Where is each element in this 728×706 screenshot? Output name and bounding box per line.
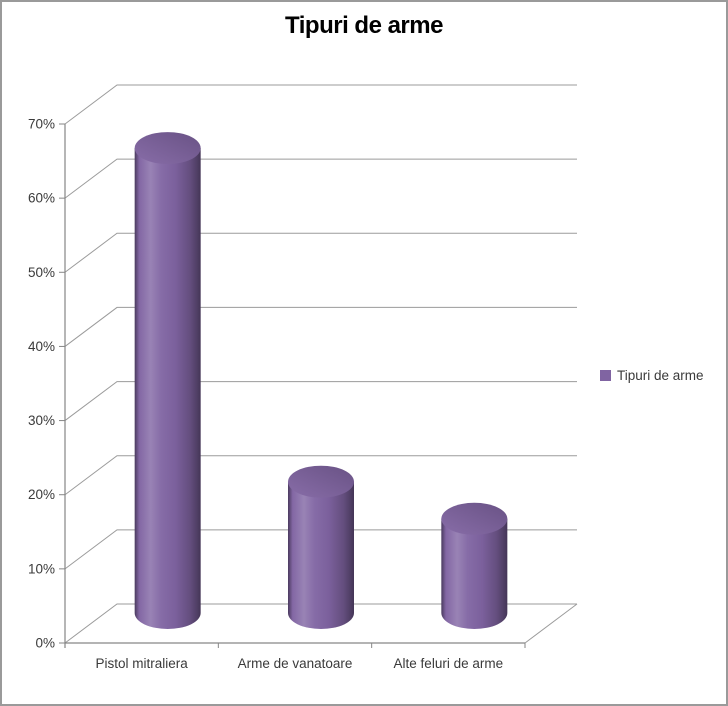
legend-swatch-icon xyxy=(600,370,611,381)
gridline-0% xyxy=(64,603,577,644)
category-label-1: Arme de vanatoare xyxy=(238,656,353,671)
gridline-20% xyxy=(64,455,577,496)
y-axis-label-60%: 60% xyxy=(28,191,55,206)
y-axis-label-40%: 40% xyxy=(28,339,55,354)
y-axis-label-30%: 30% xyxy=(28,413,55,428)
cylinder-bar-body-0 xyxy=(134,148,201,629)
cylinder-bar-body-2 xyxy=(441,518,508,629)
cylinder-bar-body-1 xyxy=(288,481,354,629)
y-axis-label-50%: 50% xyxy=(28,265,55,280)
floor-right-edge xyxy=(524,603,578,644)
cylinder-bar-top-2 xyxy=(441,502,508,535)
cylinder-bar-top-0 xyxy=(134,132,201,165)
y-axis-label-10%: 10% xyxy=(28,561,55,576)
gridline-30% xyxy=(64,381,577,421)
cylinder-bar-top-1 xyxy=(288,465,354,498)
gridline-40% xyxy=(64,306,577,347)
gridline-10% xyxy=(64,529,577,570)
gridline-50% xyxy=(64,232,577,273)
chart-title: Tipuri de arme xyxy=(285,12,443,39)
gridline-60% xyxy=(64,158,577,199)
legend-label: Tipuri de arme xyxy=(617,368,704,383)
legend: Tipuri de arme xyxy=(600,368,704,383)
category-label-2: Alte feluri de arme xyxy=(394,656,504,671)
gridline-70% xyxy=(64,84,577,125)
y-axis-label-20%: 20% xyxy=(28,487,55,502)
category-label-0: Pistol mitraliera xyxy=(96,656,189,671)
y-axis-label-70%: 70% xyxy=(28,116,55,131)
y-axis-label-0%: 0% xyxy=(35,636,55,651)
